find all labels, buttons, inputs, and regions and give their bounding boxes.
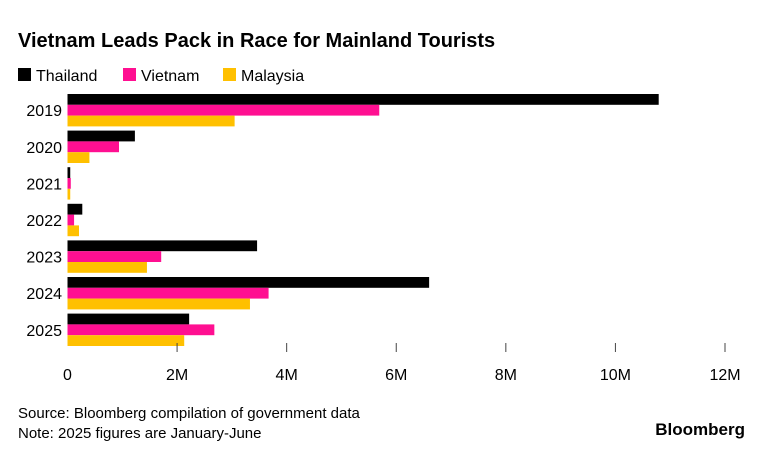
bar-malaysia-2024 (67, 298, 250, 310)
y-tick-label: 2021 (26, 176, 62, 193)
bar-malaysia-2025 (67, 335, 185, 346)
y-tick-label: 2024 (26, 286, 62, 303)
legend-label-malaysia: Malaysia (241, 68, 304, 85)
y-tick-label: 2019 (26, 103, 62, 120)
bar-malaysia-2021 (67, 188, 71, 200)
bar-malaysia-2020 (67, 152, 90, 163)
x-tick-label: 4M (276, 367, 298, 384)
x-tick-label: 2M (166, 367, 188, 384)
legend-swatch-vietnam (123, 68, 136, 81)
x-tick-label: 6M (385, 367, 407, 384)
bar-malaysia-2022 (67, 225, 80, 237)
bar-thailand-2021 (67, 167, 71, 178)
y-tick-label: 2022 (26, 213, 62, 230)
y-tick-label: 2023 (26, 250, 62, 267)
bar-vietnam-2022 (67, 214, 75, 226)
chart-title: Vietnam Leads Pack in Race for Mainland … (18, 30, 495, 52)
legend-label-vietnam: Vietnam (141, 68, 199, 85)
bar-vietnam-2021 (67, 178, 71, 189)
x-tick-label: 10M (600, 367, 631, 384)
bar-thailand-2020 (67, 130, 135, 142)
bar-thailand-2024 (67, 277, 430, 288)
y-tick-label: 2025 (26, 323, 62, 340)
legend-label-thailand: Thailand (36, 68, 97, 85)
note-text: Note: 2025 figures are January-June (18, 425, 261, 442)
x-tick-label: 12M (709, 367, 740, 384)
bar-vietnam-2019 (67, 104, 380, 116)
y-tick-label: 2020 (26, 140, 62, 157)
bar-vietnam-2020 (67, 141, 120, 153)
bloomberg-logo: Bloomberg (655, 420, 745, 439)
bar-malaysia-2019 (67, 115, 235, 127)
source-text: Source: Bloomberg compilation of governm… (18, 405, 361, 422)
x-axis: 0 2M 4M 6M 8M 10M 12M (63, 343, 741, 384)
bar-vietnam-2023 (67, 251, 162, 262)
bar-vietnam-2024 (67, 287, 269, 299)
bar-malaysia-2023 (67, 262, 147, 273)
x-tick-label: 8M (495, 367, 517, 384)
bar-thailand-2023 (67, 240, 258, 252)
legend-swatch-malaysia (223, 68, 236, 81)
bar-thailand-2022 (67, 203, 83, 215)
legend-swatch-thailand (18, 68, 31, 81)
x-tick-label: 0 (63, 367, 72, 384)
y-axis-labels: 2019 2020 2021 2022 2023 2024 2025 (26, 103, 62, 340)
bar-thailand-2019 (67, 94, 659, 105)
legend: Thailand Vietnam Malaysia (18, 68, 304, 85)
bars (67, 94, 659, 346)
bar-vietnam-2025 (67, 324, 215, 336)
bar-thailand-2025 (67, 313, 190, 325)
